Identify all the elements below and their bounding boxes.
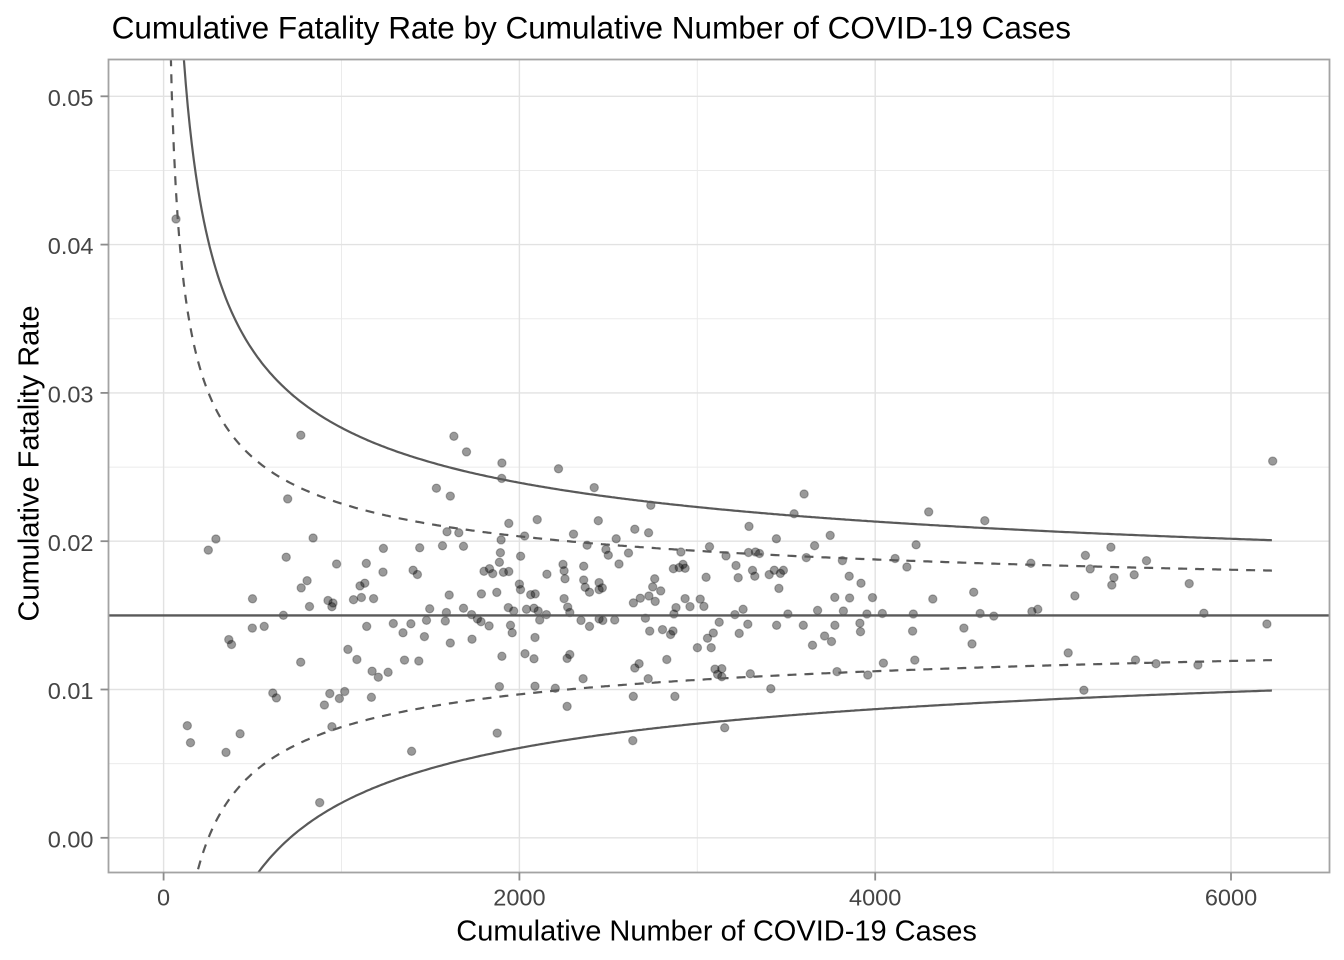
svg-text:Cumulative Number of COVID-19: Cumulative Number of COVID-19 Cases (456, 916, 977, 948)
svg-text:6000: 6000 (1205, 885, 1257, 911)
svg-text:0: 0 (157, 885, 170, 911)
svg-text:0.01: 0.01 (48, 678, 94, 704)
svg-text:0.04: 0.04 (48, 233, 94, 259)
svg-text:0.02: 0.02 (48, 530, 94, 556)
svg-text:2000: 2000 (493, 885, 545, 911)
svg-text:0.05: 0.05 (48, 85, 94, 111)
svg-text:Cumulative Fatality Rate: Cumulative Fatality Rate (14, 306, 46, 622)
svg-text:0.00: 0.00 (48, 826, 94, 852)
svg-text:4000: 4000 (849, 885, 901, 911)
svg-text:0.03: 0.03 (48, 382, 94, 408)
svg-text:Cumulative Fatality Rate by Cu: Cumulative Fatality Rate by Cumulative N… (112, 10, 1071, 46)
